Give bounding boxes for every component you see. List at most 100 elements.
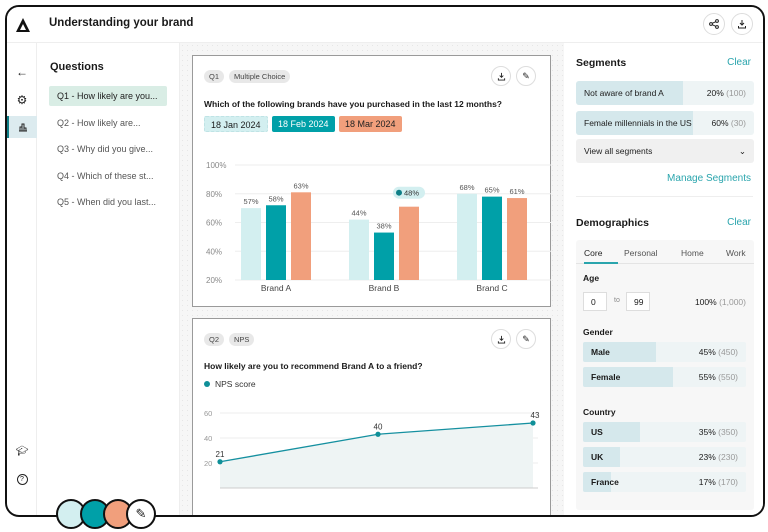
question-item[interactable]: Q4 - Which of these st...	[57, 170, 154, 181]
segment-label: Not aware of brand A	[584, 88, 664, 98]
bar[interactable]	[266, 205, 286, 280]
question-text: Which of the following brands have you p…	[204, 99, 503, 109]
question-number-tag: Q2	[204, 333, 225, 346]
pencil-icon: ✎	[522, 70, 530, 81]
tab-work[interactable]: Work	[726, 248, 746, 258]
download-button[interactable]	[491, 66, 511, 86]
pencil-icon: ✎	[522, 333, 530, 344]
bar[interactable]	[349, 219, 369, 280]
legend-nps: NPS score	[204, 379, 256, 389]
help-icon: ?	[16, 473, 28, 485]
bar[interactable]	[241, 208, 261, 280]
gender-filter-item[interactable]: Female 55% (550)	[583, 367, 746, 387]
download-button[interactable]	[731, 13, 753, 35]
question-item[interactable]: Q3 - Why did you give...	[57, 144, 154, 154]
age-to-input[interactable]: 99	[626, 292, 650, 311]
legend-feb[interactable]: 18 Feb 2024	[272, 116, 335, 132]
settings-button[interactable]: ⚙	[7, 89, 37, 111]
age-from-input[interactable]: 0	[583, 292, 607, 311]
help-button[interactable]: ?	[7, 468, 37, 490]
question-item[interactable]: Q2 - How likely are...	[57, 117, 141, 128]
back-button[interactable]: ←	[7, 61, 37, 83]
bar[interactable]	[507, 198, 527, 280]
filter-label: Female	[591, 372, 621, 382]
filter-fill	[583, 367, 673, 387]
bar[interactable]	[374, 232, 394, 280]
segments-heading: Segments	[576, 57, 627, 69]
tooltip-dot	[396, 189, 402, 196]
age-label: Age	[583, 273, 600, 283]
view-all-segments-dropdown[interactable]: View all segments ⌄	[576, 139, 754, 163]
bar[interactable]	[399, 206, 419, 280]
legend-jan[interactable]: 18 Jan 2024	[204, 116, 268, 132]
arrow-left-icon: ←	[16, 65, 28, 79]
question-number-tag: Q1	[204, 70, 225, 83]
data-label: 43	[531, 411, 540, 420]
graduation-cap-icon: 🎓︎	[15, 445, 29, 457]
download-icon	[738, 20, 746, 29]
segment-fill	[576, 81, 683, 105]
analytics-button[interactable]	[7, 116, 37, 138]
y-tick-label: 40	[204, 434, 212, 443]
bar[interactable]	[482, 196, 502, 280]
segment-item[interactable]: Female millennials in the US 60% (30)	[576, 111, 754, 135]
demographics-box: Core Personal Home Work Age 0 to 99 100%…	[576, 240, 754, 510]
age-value: 100% (1,000)	[695, 297, 746, 307]
legend-dot	[204, 381, 210, 387]
data-label: 63%	[293, 181, 308, 190]
segments-clear-link[interactable]: Clear	[727, 57, 751, 68]
edit-colors-button[interactable]: ✎	[126, 499, 156, 529]
filters-panel: Segments Clear Not aware of brand A 20% (…	[564, 43, 763, 515]
icon-rail: ← ⚙ 🎓︎ ?	[7, 43, 37, 515]
download-button[interactable]	[491, 329, 511, 349]
y-tick-label: 100%	[206, 161, 226, 170]
learn-button[interactable]: 🎓︎	[7, 440, 37, 462]
data-label: 58%	[268, 194, 283, 203]
y-tick-label: 40%	[206, 247, 222, 256]
y-tick-label: 20%	[206, 276, 222, 285]
segment-value: 20% (100)	[706, 88, 746, 98]
x-tick-label: Brand A	[261, 283, 292, 293]
age-to-label: to	[614, 297, 620, 304]
filter-value: 35% (350)	[698, 427, 738, 437]
data-label: 21	[216, 450, 225, 459]
data-label: 68%	[459, 183, 474, 192]
tab-core[interactable]: Core	[584, 248, 618, 264]
filter-fill	[583, 447, 621, 467]
question-item[interactable]: Q1 - How likely are you...	[49, 86, 167, 106]
gear-icon: ⚙	[16, 93, 28, 107]
question-card-q1: Q1 Multiple Choice ✎ Which of the follow…	[192, 55, 551, 307]
dropdown-label: View all segments	[584, 146, 653, 156]
manage-segments-link[interactable]: Manage Segments	[667, 173, 751, 184]
country-filter-item[interactable]: France 17% (170)	[583, 472, 746, 492]
area-fill	[220, 423, 533, 488]
segment-item[interactable]: Not aware of brand A 20% (100)	[576, 81, 754, 105]
main-content: Q1 Multiple Choice ✎ Which of the follow…	[180, 43, 564, 515]
data-point[interactable]	[375, 431, 381, 437]
country-filter-item[interactable]: UK 23% (230)	[583, 447, 746, 467]
share-button[interactable]	[703, 13, 725, 35]
legend-label: NPS score	[215, 379, 256, 389]
edit-button[interactable]: ✎	[516, 329, 536, 349]
data-point[interactable]	[530, 420, 536, 426]
legend-mar[interactable]: 18 Mar 2024	[339, 116, 402, 132]
filter-value: 55% (550)	[698, 372, 738, 382]
edit-button[interactable]: ✎	[516, 66, 536, 86]
filter-fill	[583, 342, 657, 362]
data-point[interactable]	[217, 459, 223, 465]
data-label: 65%	[484, 186, 499, 195]
country-filter-item[interactable]: US 35% (350)	[583, 422, 746, 442]
bar[interactable]	[291, 192, 311, 280]
tab-home[interactable]: Home	[681, 248, 704, 258]
filter-label: US	[591, 427, 603, 437]
bar-chart: 100% 80% 60% 40% 20% 57% 58% 63% Brand A 44% 38% 48…	[206, 161, 551, 293]
divider	[576, 196, 753, 197]
gender-filter-item[interactable]: Male 45% (450)	[583, 342, 746, 362]
app-window: Understanding your brand ← ⚙ 🎓︎ ? Questi…	[5, 5, 765, 517]
tab-personal[interactable]: Personal	[624, 248, 658, 258]
logo-icon	[16, 18, 30, 32]
bar[interactable]	[457, 193, 477, 280]
data-label: 48%	[404, 189, 419, 198]
question-item[interactable]: Q5 - When did you last...	[57, 197, 157, 207]
demographics-clear-link[interactable]: Clear	[727, 217, 751, 228]
